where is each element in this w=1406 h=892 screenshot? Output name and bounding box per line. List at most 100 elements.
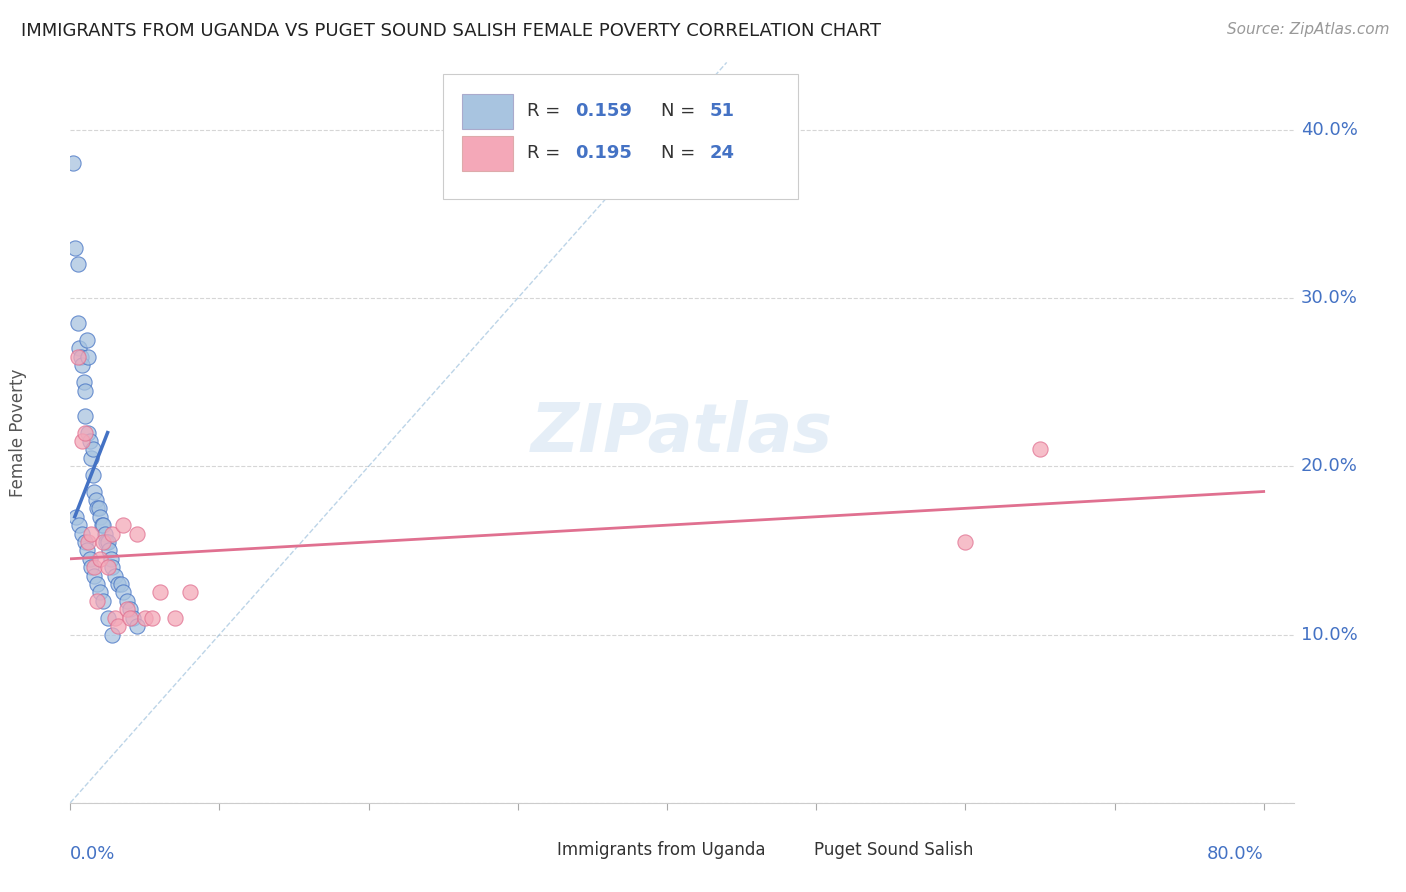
Point: [79, 434, 101, 448]
Text: 51: 51: [710, 102, 735, 120]
Point: [66, 350, 89, 364]
Point: [107, 619, 129, 633]
Point: [77, 350, 100, 364]
Point: [76, 543, 98, 558]
Point: [91, 518, 114, 533]
Point: [87, 501, 110, 516]
Point: [127, 619, 149, 633]
Point: [94, 535, 117, 549]
Point: [1029, 442, 1052, 457]
Point: [141, 610, 163, 624]
Point: [79, 551, 101, 566]
Point: [118, 602, 141, 616]
Text: IMMIGRANTS FROM UGANDA VS PUGET SOUND SALISH FEMALE POVERTY CORRELATION CHART: IMMIGRANTS FROM UGANDA VS PUGET SOUND SA…: [21, 22, 882, 40]
Text: 40.0%: 40.0%: [1301, 120, 1358, 139]
Point: [104, 568, 127, 582]
Point: [86, 577, 108, 591]
Point: [101, 526, 124, 541]
Point: [82, 467, 104, 482]
Point: [80, 450, 103, 465]
Point: [127, 526, 149, 541]
Text: 80.0%: 80.0%: [1206, 845, 1264, 863]
Point: [134, 610, 156, 624]
Text: 20.0%: 20.0%: [1301, 458, 1358, 475]
Point: [101, 560, 124, 574]
Point: [93, 526, 115, 541]
Text: N =: N =: [661, 102, 702, 120]
Text: 0.159: 0.159: [575, 102, 633, 120]
Point: [83, 560, 105, 574]
Text: ZIPatlas: ZIPatlas: [531, 400, 832, 466]
Point: [90, 518, 112, 533]
Point: [73, 375, 96, 389]
Point: [83, 484, 105, 499]
Text: Puget Sound Salish: Puget Sound Salish: [814, 841, 973, 859]
Point: [75, 384, 97, 398]
Point: [97, 535, 120, 549]
Point: [110, 577, 132, 591]
Point: [104, 610, 127, 624]
Text: Source: ZipAtlas.com: Source: ZipAtlas.com: [1226, 22, 1389, 37]
Point: [83, 568, 105, 582]
Point: [75, 535, 97, 549]
Point: [80, 526, 103, 541]
Point: [69, 350, 91, 364]
Text: R =: R =: [527, 102, 565, 120]
Point: [118, 610, 141, 624]
Point: [67, 342, 90, 356]
Point: [86, 501, 108, 516]
FancyBboxPatch shape: [443, 73, 799, 200]
Point: [179, 585, 201, 599]
Text: Female Poverty: Female Poverty: [8, 368, 27, 497]
FancyBboxPatch shape: [505, 838, 547, 862]
Point: [163, 610, 186, 624]
Point: [65, 509, 87, 524]
Point: [75, 409, 97, 423]
Text: Immigrants from Uganda: Immigrants from Uganda: [557, 841, 766, 859]
Point: [76, 333, 98, 347]
FancyBboxPatch shape: [461, 94, 513, 129]
Point: [97, 560, 120, 574]
Point: [77, 535, 100, 549]
Point: [98, 543, 121, 558]
Point: [91, 535, 114, 549]
Point: [82, 442, 104, 457]
Point: [107, 577, 129, 591]
Point: [89, 551, 111, 566]
Text: N =: N =: [661, 144, 702, 161]
Point: [62, 156, 84, 170]
Point: [70, 434, 93, 448]
Point: [955, 535, 977, 549]
Text: 10.0%: 10.0%: [1301, 625, 1358, 643]
Point: [66, 316, 89, 330]
FancyBboxPatch shape: [461, 136, 513, 171]
Point: [100, 551, 122, 566]
Point: [70, 526, 93, 541]
FancyBboxPatch shape: [762, 838, 804, 862]
Point: [89, 509, 111, 524]
Text: 24: 24: [710, 144, 735, 161]
Point: [77, 425, 100, 440]
Point: [97, 610, 120, 624]
Point: [111, 585, 134, 599]
Point: [67, 518, 90, 533]
Text: 30.0%: 30.0%: [1301, 289, 1358, 307]
Point: [70, 359, 93, 373]
Point: [89, 585, 111, 599]
Point: [115, 602, 138, 616]
Point: [111, 518, 134, 533]
Point: [80, 560, 103, 574]
Point: [84, 492, 107, 507]
Text: R =: R =: [527, 144, 565, 161]
Point: [149, 585, 172, 599]
Point: [101, 627, 124, 641]
Point: [63, 240, 86, 255]
Point: [122, 610, 145, 624]
Text: 0.0%: 0.0%: [70, 845, 115, 863]
Point: [75, 425, 97, 440]
Text: 0.195: 0.195: [575, 144, 633, 161]
Point: [115, 594, 138, 608]
Point: [86, 594, 108, 608]
Point: [91, 594, 114, 608]
Point: [66, 257, 89, 271]
